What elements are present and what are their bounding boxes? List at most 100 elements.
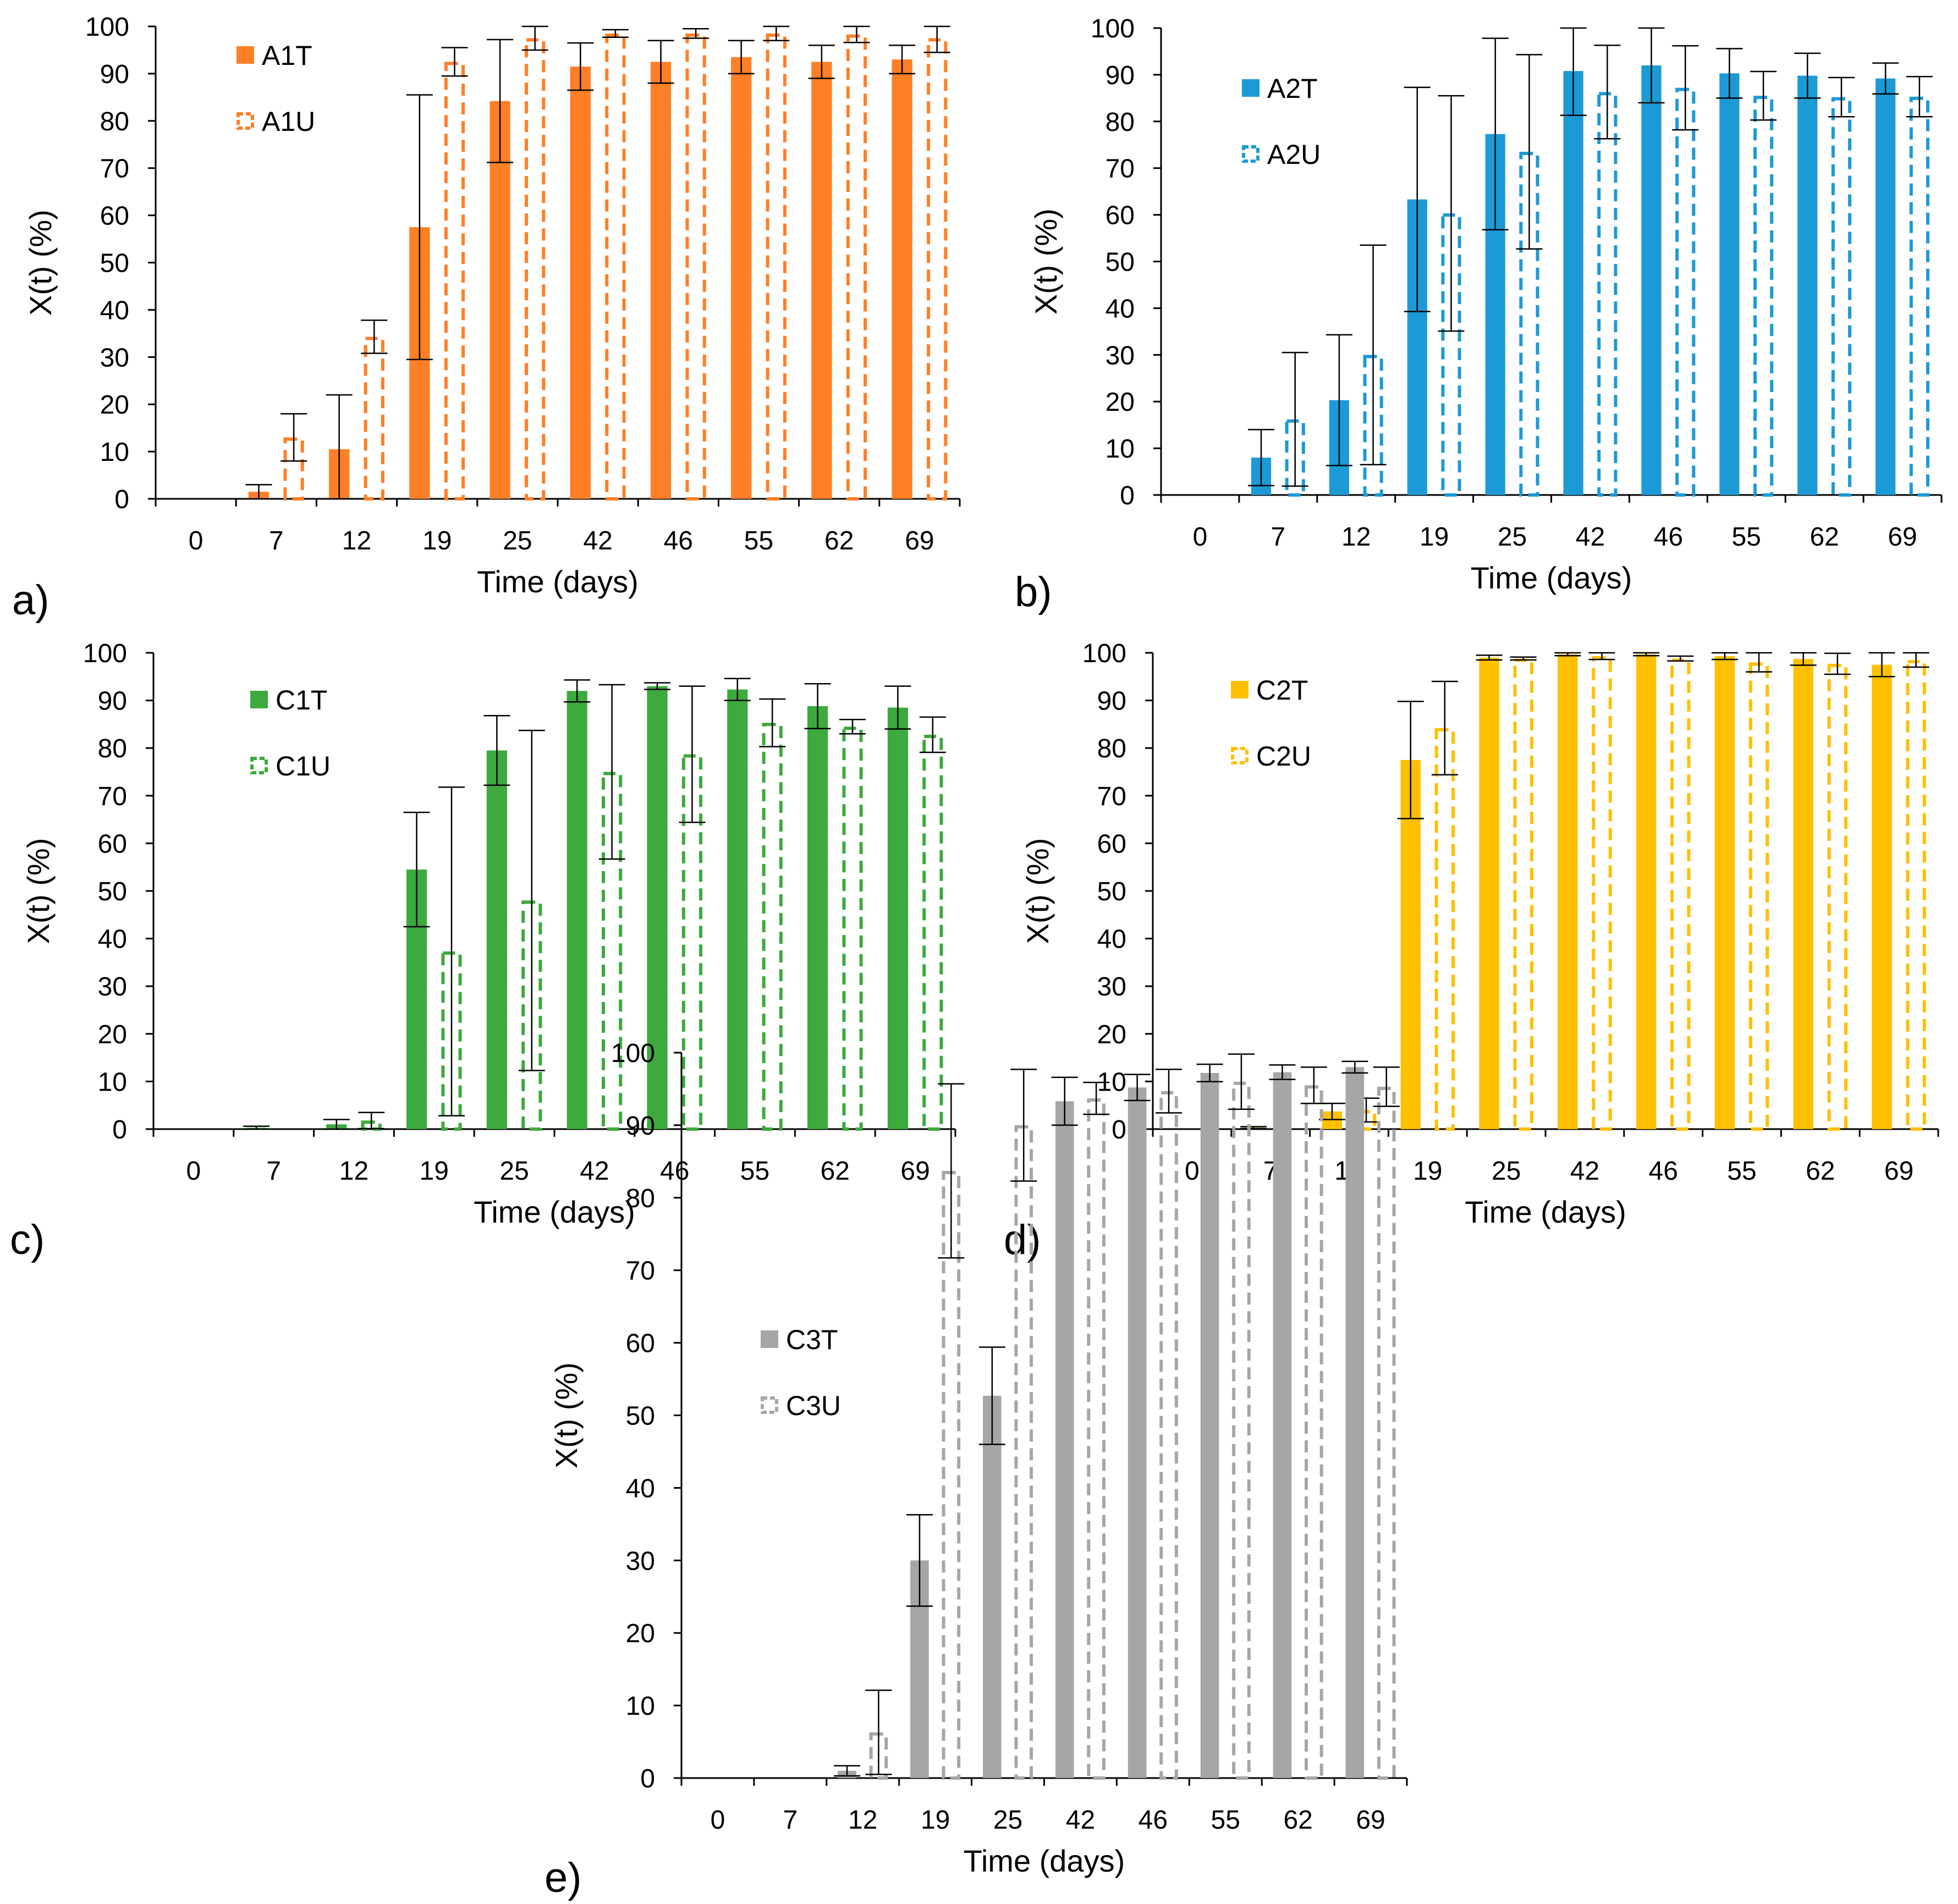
x-tick-label: 69 (1356, 1806, 1385, 1835)
y-tick-label: 50 (1097, 877, 1126, 906)
legend-label-C1T: C1T (276, 685, 327, 716)
x-tick-label: 12 (339, 1157, 369, 1186)
y-tick-label: 30 (1106, 341, 1135, 370)
x-tick-label: 25 (993, 1806, 1022, 1835)
legend-label-C2T: C2T (1256, 675, 1308, 706)
y-tick-label: 20 (1106, 388, 1135, 417)
error-bar-C2T-day-55 (1711, 652, 1738, 661)
y-tick-label: 70 (98, 782, 127, 811)
y-tick-label: 90 (1097, 687, 1126, 716)
error-bar-C1U-day-69 (919, 716, 946, 753)
series-A2T (1251, 65, 1896, 496)
x-tick-label: 12 (342, 526, 371, 555)
error-bar-A1T-day-62 (808, 45, 835, 79)
bar-C2T-day-46 (1636, 654, 1657, 1129)
x-tick-label: 69 (905, 526, 934, 555)
bar-C1T-day-69 (887, 707, 908, 1129)
x-tick-label: 55 (744, 526, 773, 555)
series-C2T (1243, 654, 1892, 1129)
error-bar-C3U-day-12 (865, 1690, 892, 1775)
error-bar-C3T-day-55 (1196, 1063, 1223, 1083)
bar-A1U-day-25 (525, 38, 546, 501)
x-tick-label: 62 (1806, 1157, 1835, 1186)
chart-panel-e: 0 10 20 30 40 50 60 70 80 90 100 0 7 12 19 25 42 46 55 62 69… (544, 1039, 1408, 1901)
chart-panel-c: 0 10 20 30 40 50 60 70 80 90 100 0 7 12 19 25 42 46 55 62 69… (10, 639, 956, 1263)
x-tick-label: 19 (422, 526, 452, 555)
error-bar-A2T-day-46 (1638, 27, 1665, 104)
bar-A1T-day-25 (490, 101, 510, 499)
error-bar-A2U-day-12 (1360, 244, 1387, 466)
y-tick-label: 70 (1097, 782, 1126, 811)
legend: A2T A2U (1242, 73, 1321, 170)
legend-swatch-A2T (1242, 79, 1260, 97)
error-bar-A1U-day-62 (843, 25, 870, 43)
x-tick-label: 62 (1283, 1806, 1312, 1835)
error-bar-C2T-day-19 (1397, 701, 1424, 819)
bar-C3U-day-62 (1305, 1085, 1323, 1780)
error-bar-C2T-day-69 (1868, 652, 1895, 678)
y-tick-label: 60 (626, 1329, 655, 1358)
error-bar-C3U-day-69 (1373, 1066, 1400, 1107)
y-tick-label: 50 (1106, 248, 1135, 277)
bar-A2U-day-62 (1831, 97, 1852, 497)
bar-C3T-day-62 (1273, 1072, 1292, 1778)
error-bar-A2T-day-62 (1794, 52, 1821, 99)
bar-A1U-day-46 (685, 33, 706, 500)
error-bar-A2T-day-19 (1404, 86, 1431, 312)
error-bar-A2T-day-7 (1247, 428, 1274, 487)
y-tick-label: 60 (1097, 829, 1126, 859)
legend: C1T C1U (250, 685, 331, 782)
error-bar-A1T-day-69 (889, 45, 916, 75)
y-tick-label: 40 (1106, 294, 1135, 323)
error-bar-C1T-day-7 (243, 1125, 270, 1130)
x-tick-label: 42 (1066, 1806, 1095, 1835)
x-axis-title: Time (days) (477, 564, 639, 599)
error-bar-A1U-day-46 (683, 28, 710, 39)
error-bar-C2U-day-19 (1431, 680, 1458, 775)
error-bar-A2T-day-69 (1872, 62, 1899, 95)
error-bar-A1U-day-55 (763, 25, 790, 42)
y-tick-label: 40 (100, 296, 129, 325)
error-bar-C3T-day-42 (1051, 1076, 1078, 1126)
x-tick-label: 62 (1810, 522, 1839, 552)
y-tick-label: 70 (100, 155, 129, 184)
y-tick-label: 10 (1106, 434, 1135, 464)
error-bar-C1U-day-46 (679, 685, 706, 823)
x-tick-label: 62 (821, 1157, 850, 1186)
error-bar-C3T-day-25 (978, 1346, 1005, 1445)
panel-label: b) (1015, 569, 1052, 615)
y-tick-label: 40 (98, 925, 127, 954)
y-axis-title: X(t) (%) (1020, 838, 1055, 944)
y-tick-label: 50 (98, 877, 127, 906)
bar-A1T-day-42 (570, 67, 591, 499)
bar-C3U-day-55 (1232, 1081, 1251, 1780)
y-tick-label: 60 (1106, 201, 1135, 230)
bar-A2T-day-42 (1563, 71, 1583, 495)
y-tick-label: 20 (1097, 1020, 1126, 1049)
bar-C3U-day-69 (1377, 1086, 1396, 1780)
bar-A2U-day-55 (1753, 96, 1774, 497)
y-axis-title: X(t) (%) (1028, 208, 1063, 315)
panel-label: c) (10, 1217, 45, 1263)
bar-C3T-day-46 (1128, 1087, 1147, 1778)
x-tick-label: 7 (1270, 522, 1285, 552)
y-tick-label: 80 (626, 1184, 655, 1213)
x-axis-title: Time (days) (1465, 1195, 1626, 1229)
panel-label: a) (12, 577, 50, 624)
y-tick-label: 80 (100, 107, 129, 136)
x-axis-title: Time (days) (1471, 560, 1632, 595)
bar-A1T-day-69 (892, 59, 912, 499)
y-tick-label: 90 (626, 1111, 655, 1141)
bar-C1U-day-55 (762, 723, 783, 1131)
bar-C2T-day-42 (1558, 654, 1578, 1129)
bar-C3U-day-46 (1159, 1091, 1178, 1780)
y-tick-label: 80 (98, 734, 127, 763)
x-tick-label: 46 (1649, 1157, 1678, 1186)
error-bar-C1T-day-55 (724, 678, 751, 701)
series-C1T (246, 686, 908, 1129)
panel-label: e) (544, 1855, 582, 1901)
error-bar-C3T-day-46 (1124, 1074, 1151, 1102)
error-bar-C2U-day-62 (1824, 652, 1851, 675)
y-tick-label: 90 (100, 60, 129, 89)
x-tick-label: 42 (1570, 1157, 1599, 1186)
